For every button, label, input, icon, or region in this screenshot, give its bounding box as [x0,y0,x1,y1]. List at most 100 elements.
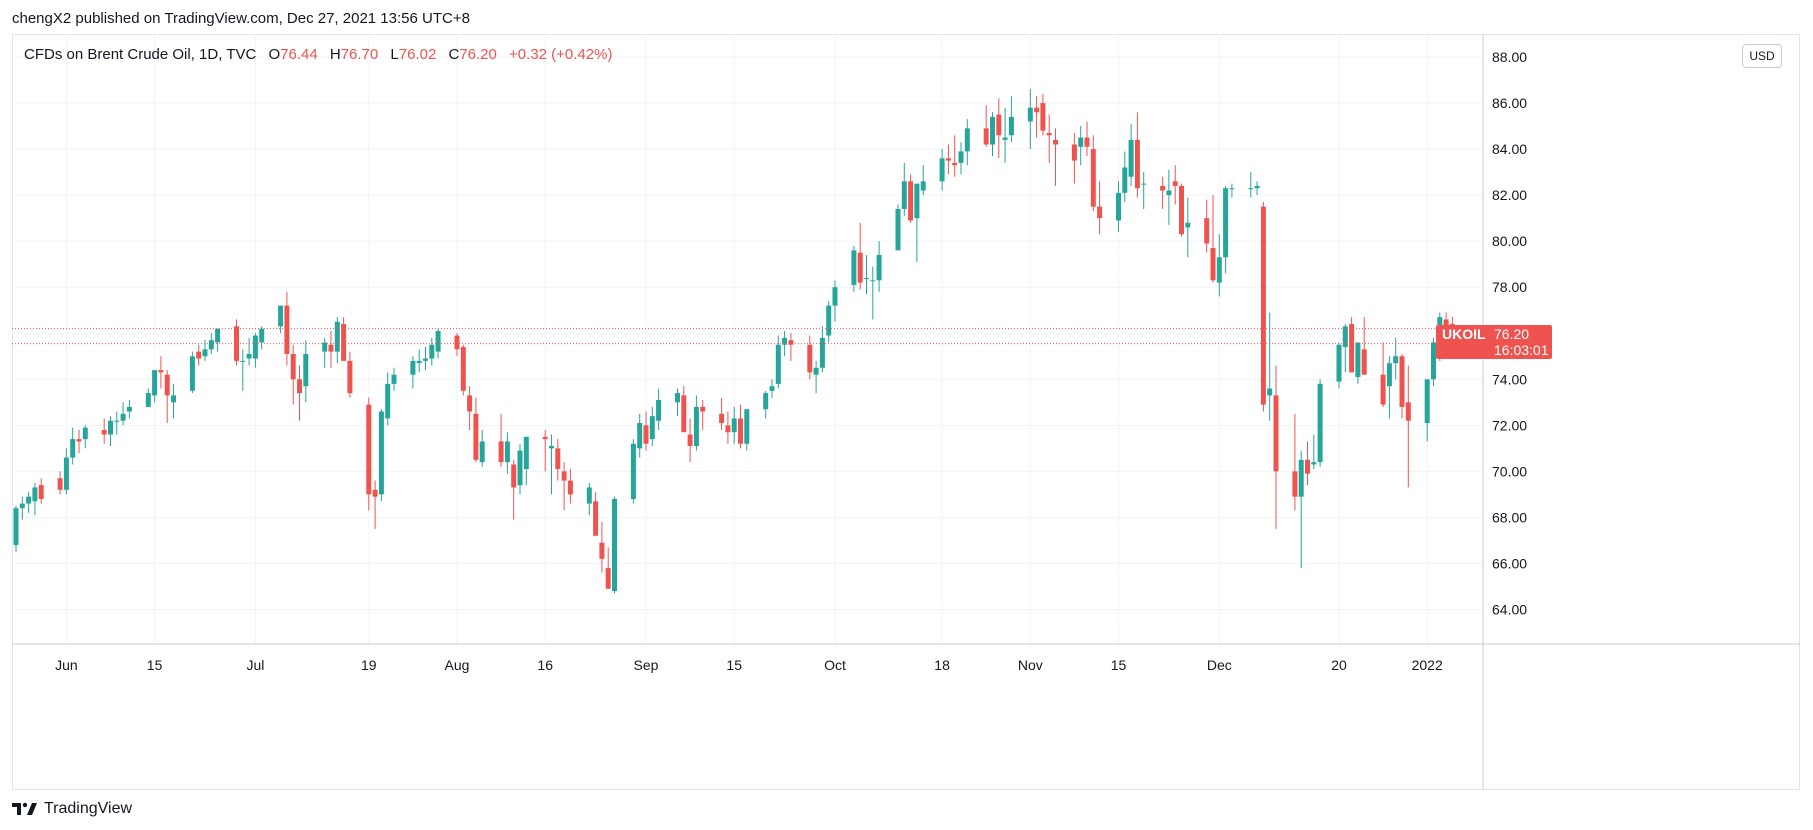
price-tag-background [1436,325,1552,359]
candle-up [189,351,195,394]
candle-down [788,333,794,361]
price-axis: 88.0086.0084.0082.0080.0078.0076.0074.00… [1492,49,1527,617]
x-tick-label: Oct [824,657,846,673]
candle-down [284,291,290,366]
candle-up [378,409,384,502]
y-tick-label: 74.00 [1492,371,1527,387]
candle-up [517,443,523,495]
candle-up [1122,151,1128,203]
candle-up [1311,434,1317,470]
x-tick-label: Aug [445,657,470,673]
candle-down [643,411,649,451]
candle-down [687,418,693,463]
x-tick-label: Jul [246,657,264,673]
footer-brand[interactable]: TradingView [12,800,132,818]
legend-open-label: O [268,46,281,63]
x-tick-label: 15 [1111,657,1127,673]
candle-down [196,344,202,366]
y-tick-label: 84.00 [1492,141,1527,157]
candle-down [1090,135,1096,212]
candle-up [1267,312,1273,421]
candle-down [555,439,561,481]
candle-down [1040,93,1046,136]
candle-down [561,462,567,511]
candle-up [19,496,25,520]
candle-down [290,344,296,405]
candle-down [1160,176,1166,209]
candle-up [1431,337,1436,387]
candle-down [983,105,989,147]
y-tick-label: 70.00 [1492,463,1527,479]
candle-up [423,347,428,371]
candle-down [807,335,813,380]
candle-down [1084,121,1090,156]
candle-up [895,204,901,251]
candle-down [164,370,170,424]
brand-name: TradingView [44,800,133,817]
candle-up [612,496,617,594]
candle-up [13,505,19,552]
candle-up [429,337,435,366]
candle-down [101,418,107,444]
candle-up [208,333,214,354]
candle-down [996,98,1002,159]
candle-up [782,330,788,357]
price-tag: UKOIL 76.20 16:03:01 [1436,325,1552,359]
candle-down [1305,441,1310,486]
candle-up [870,266,876,320]
candle-up [763,390,769,419]
y-tick-label: 80.00 [1492,233,1527,249]
legend-low-value: 76.02 [398,46,437,63]
candle-up [630,439,636,504]
candle-up [410,356,416,389]
x-tick-label: Jun [55,657,78,673]
candle-up [832,280,838,322]
candle-down [1273,365,1279,529]
x-tick-label: 15 [147,657,163,673]
candle-up [32,482,38,516]
y-tick-label: 78.00 [1492,279,1527,295]
candle-down [700,400,706,430]
candle-up [1386,356,1392,419]
candlestick-chart[interactable]: 88.0086.0084.0082.0080.0078.0076.0074.00… [12,34,1800,790]
candle-up [1223,185,1229,274]
candle-up [1141,172,1147,209]
time-axis: Jun 15 Jul 19 Aug 16 Sep 15 Oct 18 Nov 15 Dec 20 2022 [55,657,1443,673]
candle-up [1355,342,1361,384]
candle-down [1399,353,1405,419]
candle-down [1260,202,1266,412]
candle-down [328,330,334,368]
candle-up [334,317,340,364]
candle-up [939,149,945,191]
candle-up [240,349,246,391]
candle-down [347,351,353,398]
legend-symbol: CFDs on Brent Crude Oil, 1D, TVC [24,46,257,63]
y-tick-label: 88.00 [1492,49,1527,65]
x-tick-label: 2022 [1412,657,1443,673]
candle-down [1361,317,1367,375]
candle-down [908,174,914,223]
candle-up [259,326,265,350]
currency-selector-button[interactable]: USD [1742,44,1782,68]
candle-down [158,356,164,389]
candle-up [864,254,869,295]
candle-up [1027,89,1033,150]
symbol-legend[interactable]: CFDs on Brent Crude Oil, 1D, TVC O76.44 … [24,46,612,63]
candle-down [1172,165,1178,205]
legend-high-value: 76.70 [340,46,379,63]
y-tick-label: 86.00 [1492,95,1527,111]
candle-up [385,372,391,426]
candle-up [1116,181,1121,232]
candle-down [1292,413,1298,511]
candle-down [1046,114,1052,163]
candle-up [1393,337,1399,380]
candle-down [1210,195,1216,283]
chart-frame [12,34,1800,790]
legend-change-value: +0.32 (+0.42%) [509,46,613,63]
candle-up [731,406,737,444]
candle-down [297,365,302,421]
candle-up [278,305,284,334]
candle-down [366,397,372,511]
candle-up [416,349,422,373]
candle-down [1097,181,1103,235]
